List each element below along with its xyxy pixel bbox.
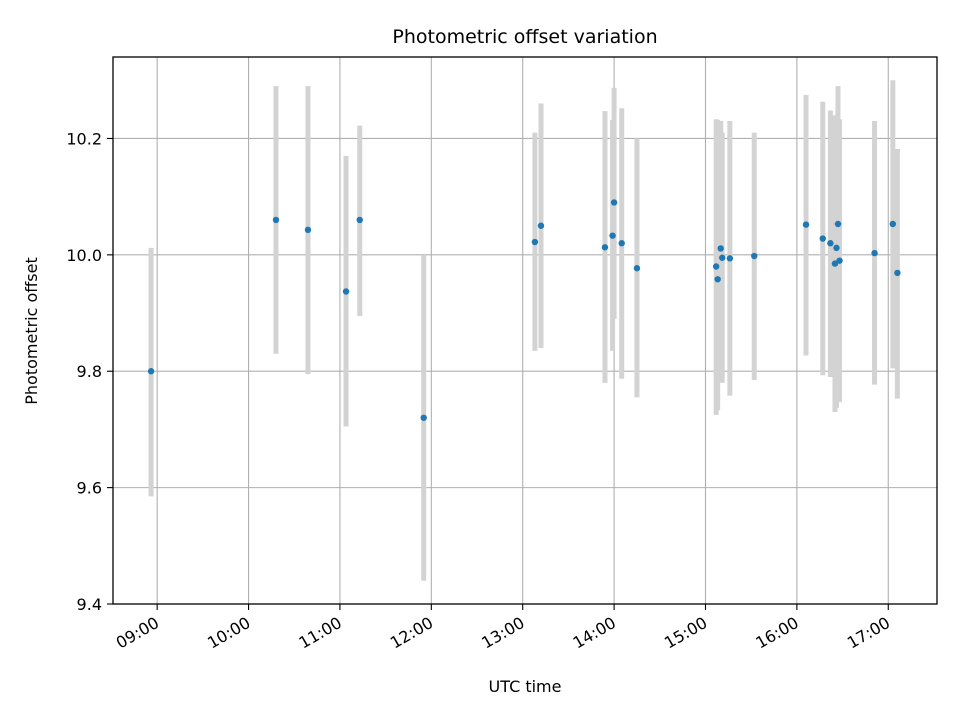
data-point: [610, 199, 618, 206]
x-tick-label: 11:00: [296, 613, 345, 653]
data-point: [531, 238, 539, 246]
x-tick-label: 17:00: [844, 613, 893, 653]
y-tick-label: 9.8: [77, 362, 102, 381]
data-point: [537, 222, 545, 229]
data-points: [147, 199, 901, 421]
data-point: [342, 288, 350, 295]
data-point: [714, 276, 721, 283]
data-point: [833, 244, 840, 252]
data-point: [834, 220, 842, 228]
data-point: [836, 257, 843, 264]
data-point: [719, 254, 726, 261]
grid-lines: [113, 57, 937, 604]
data-point: [871, 249, 878, 257]
data-point: [304, 226, 312, 234]
x-tick-label: 10:00: [204, 613, 253, 653]
data-point: [420, 414, 427, 421]
data-point: [751, 252, 758, 260]
x-tick-label: 13:00: [478, 613, 527, 653]
y-tick-label: 10.0: [66, 246, 102, 265]
y-tick-label: 9.6: [77, 479, 102, 498]
data-point: [889, 220, 897, 228]
x-axis-label: UTC time: [489, 677, 562, 696]
error-bars: [148, 80, 900, 581]
data-point: [356, 216, 363, 224]
data-point: [894, 269, 901, 277]
data-point: [272, 216, 280, 224]
data-point: [147, 368, 155, 375]
y-axis-label: Photometric offset: [22, 257, 41, 405]
data-point: [712, 263, 720, 270]
data-point: [717, 245, 724, 252]
x-tick-label: 15:00: [661, 613, 710, 653]
y-tick-label: 10.2: [66, 129, 102, 148]
data-point: [601, 244, 609, 251]
x-tick-label: 09:00: [113, 613, 162, 653]
data-point: [726, 255, 734, 262]
data-point: [831, 260, 839, 267]
data-point: [819, 235, 826, 242]
data-point: [609, 232, 616, 239]
y-tick-label: 9.4: [77, 595, 102, 614]
data-point: [802, 221, 810, 228]
data-point: [633, 265, 641, 272]
x-tick-label: 16:00: [752, 613, 801, 653]
plot-frame: [112, 56, 938, 605]
data-point: [827, 240, 834, 247]
data-point: [618, 240, 625, 247]
x-tick-label: 14:00: [570, 613, 619, 653]
x-tick-label: 12:00: [387, 613, 436, 653]
y-axis-ticks: 9.4 9.6 9.8 10.0 10.2: [66, 129, 113, 614]
x-axis-ticks: 09:00 10:00 11:00 12:00 13:00 14:00 15:00 16:00…: [113, 604, 893, 653]
chart-title: Photometric offset variation: [392, 26, 657, 48]
